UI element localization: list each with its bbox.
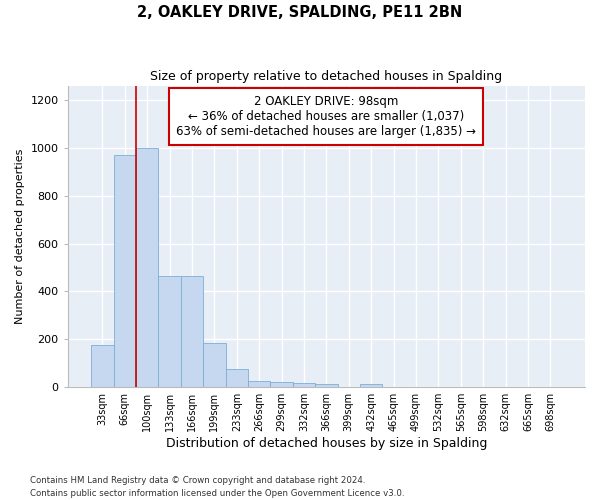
- Bar: [158, 276, 181, 387]
- Bar: [136, 148, 158, 387]
- Bar: [315, 384, 338, 387]
- Text: 2, OAKLEY DRIVE, SPALDING, PE11 2BN: 2, OAKLEY DRIVE, SPALDING, PE11 2BN: [137, 5, 463, 20]
- Bar: [360, 384, 382, 387]
- Title: Size of property relative to detached houses in Spalding: Size of property relative to detached ho…: [150, 70, 502, 83]
- Bar: [113, 156, 136, 387]
- Bar: [271, 382, 293, 387]
- Bar: [91, 346, 113, 387]
- Text: 2 OAKLEY DRIVE: 98sqm
← 36% of detached houses are smaller (1,037)
63% of semi-d: 2 OAKLEY DRIVE: 98sqm ← 36% of detached …: [176, 94, 476, 138]
- Bar: [203, 343, 226, 387]
- Bar: [181, 276, 203, 387]
- Bar: [248, 380, 271, 387]
- Text: Contains HM Land Registry data © Crown copyright and database right 2024.
Contai: Contains HM Land Registry data © Crown c…: [30, 476, 404, 498]
- Bar: [293, 383, 315, 387]
- X-axis label: Distribution of detached houses by size in Spalding: Distribution of detached houses by size …: [166, 437, 487, 450]
- Y-axis label: Number of detached properties: Number of detached properties: [15, 148, 25, 324]
- Bar: [226, 370, 248, 387]
